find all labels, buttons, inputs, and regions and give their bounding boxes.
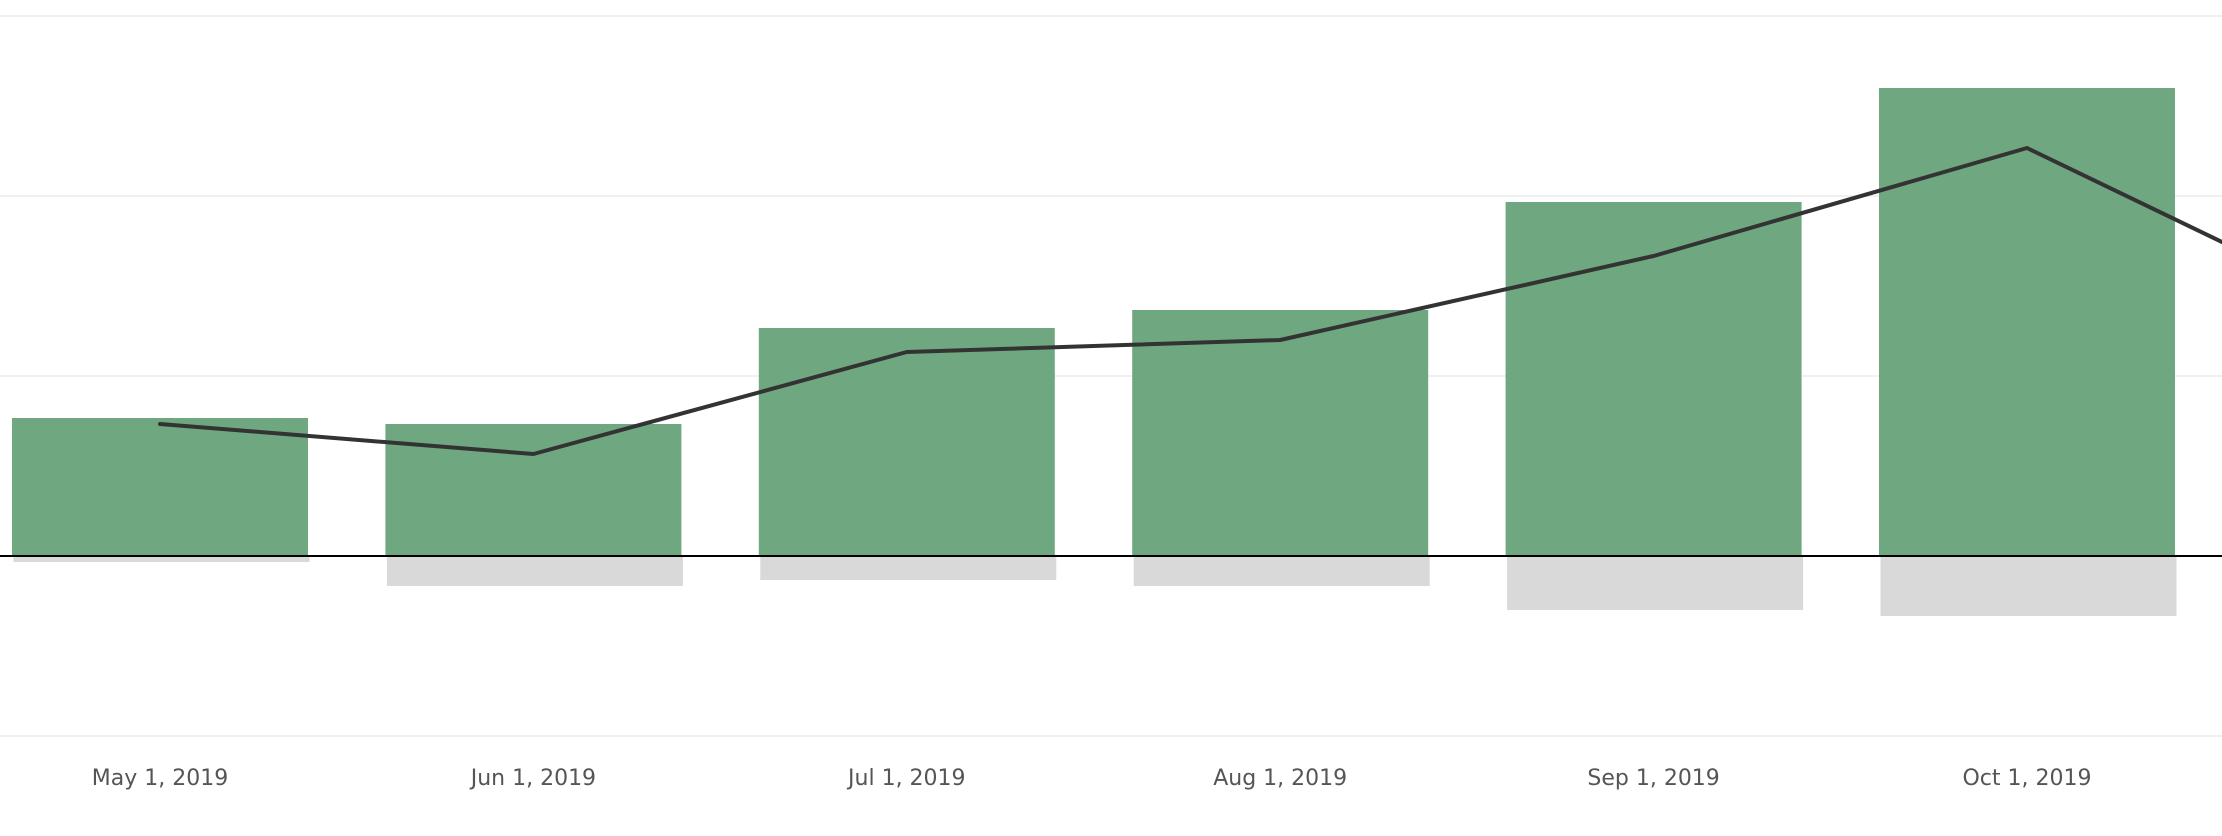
negative-bar-1 xyxy=(386,556,683,586)
negative-bar-3 xyxy=(1133,556,1430,586)
gridlines xyxy=(0,15,2222,737)
bar-3 xyxy=(1132,310,1429,556)
x-tick-label-2: Jul 1, 2019 xyxy=(846,766,966,791)
negative-bar-5 xyxy=(1880,556,2177,616)
negative-bar-0 xyxy=(13,556,310,562)
trend-line xyxy=(158,146,2222,456)
x-tick-label-5: Oct 1, 2019 xyxy=(1962,766,2091,791)
x-tick-label-4: Sep 1, 2019 xyxy=(1587,766,1719,791)
x-axis-tick-labels: May 1, 2019 Jun 1, 2019 Jul 1, 2019 Aug 1, … xyxy=(92,766,2092,791)
positive-bars xyxy=(12,88,2175,556)
negative-bar-4 xyxy=(1507,556,1804,610)
x-tick-label-1: Jun 1, 2019 xyxy=(469,766,596,791)
x-tick-label-3: Aug 1, 2019 xyxy=(1213,766,1347,791)
negative-bar-2 xyxy=(760,556,1057,580)
bar-4 xyxy=(1505,202,1802,556)
negative-bars xyxy=(13,556,2177,616)
bar-0 xyxy=(12,418,308,556)
trend-line-path-0 xyxy=(158,146,2222,456)
x-tick-label-0: May 1, 2019 xyxy=(92,766,228,791)
bar-2 xyxy=(758,328,1055,556)
bar-5 xyxy=(1879,88,2175,556)
